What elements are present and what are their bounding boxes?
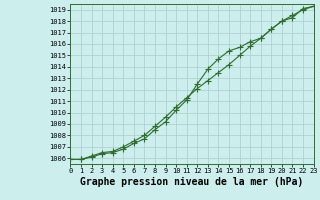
X-axis label: Graphe pression niveau de la mer (hPa): Graphe pression niveau de la mer (hPa): [80, 177, 304, 187]
